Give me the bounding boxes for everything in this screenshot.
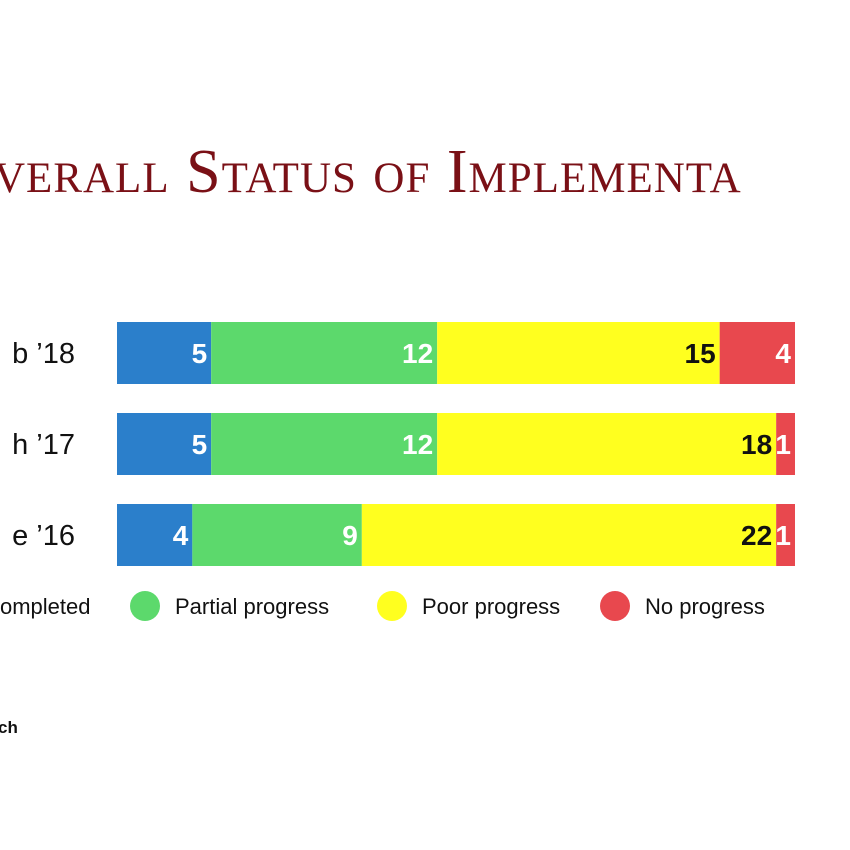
legend-swatch (600, 591, 630, 621)
data-label: 22 (741, 520, 772, 551)
footnote: ch (0, 718, 18, 737)
data-label: 5 (192, 429, 208, 460)
data-label: 12 (402, 338, 433, 369)
legend-label: Partial progress (175, 594, 329, 619)
category-label: h ’17 (12, 429, 75, 461)
bar-segment (719, 322, 795, 384)
bar-segment (361, 504, 777, 566)
bar-segment (117, 413, 212, 475)
bar-segment (437, 413, 777, 475)
data-label: 12 (402, 429, 433, 460)
bar-segment (211, 322, 438, 384)
bar-segment (776, 504, 795, 566)
bar-segment (117, 322, 212, 384)
category-label: e ’16 (12, 520, 75, 552)
data-label: 1 (775, 429, 791, 460)
legend-label: No progress (645, 594, 765, 619)
bar-segment (776, 413, 795, 475)
data-label: 5 (192, 338, 208, 369)
bar-segment (117, 504, 193, 566)
legend-label: ompleted (0, 594, 91, 619)
category-label: b ’18 (12, 338, 75, 370)
data-label: 4 (173, 520, 189, 551)
legend-label: Poor progress (422, 594, 560, 619)
bar-segment (192, 504, 362, 566)
data-label: 15 (685, 338, 716, 369)
legend-swatch (130, 591, 160, 621)
chart-title: verall Status of Implementa (0, 138, 742, 206)
data-label: 4 (775, 338, 791, 369)
bar-segment (437, 322, 720, 384)
legend-swatch (377, 591, 407, 621)
data-label: 18 (741, 429, 772, 460)
data-label: 1 (775, 520, 791, 551)
bar-segment (211, 413, 438, 475)
data-label: 9 (342, 520, 358, 551)
